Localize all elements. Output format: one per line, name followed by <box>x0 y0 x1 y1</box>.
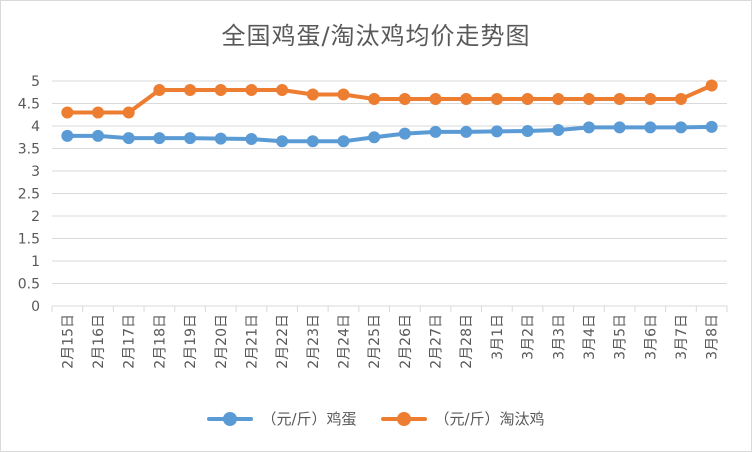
data-point <box>490 93 503 105</box>
data-point <box>337 135 350 148</box>
x-tick-label: 2月15日 <box>60 314 76 369</box>
legend-item-hen[interactable]: （元/斤）淘汰鸡 <box>380 408 545 429</box>
data-point <box>674 93 687 105</box>
data-point <box>61 129 74 142</box>
x-tick-label: 2月25日 <box>367 314 383 369</box>
data-point <box>398 127 411 140</box>
legend: （元/斤）鸡蛋 （元/斤）淘汰鸡 <box>0 408 752 429</box>
x-tick-label: 2月23日 <box>306 314 322 369</box>
data-point <box>337 88 350 101</box>
data-point <box>644 121 657 134</box>
data-point <box>306 135 319 148</box>
data-point <box>460 125 473 138</box>
y-tick-label: 1.5 <box>18 232 40 248</box>
y-tick-label: 1 <box>31 254 40 270</box>
y-tick-label: 4.5 <box>18 97 40 113</box>
data-point <box>61 106 74 119</box>
data-point <box>521 93 534 105</box>
chart-title: 全国鸡蛋/淘汰鸡均价走势图 <box>221 22 531 50</box>
data-point <box>705 79 718 92</box>
y-tick-label: 3 <box>31 164 40 180</box>
x-tick-label: 3月6日 <box>643 314 659 360</box>
x-tick-label: 2月27日 <box>429 314 445 369</box>
data-point <box>122 106 135 119</box>
data-point <box>276 84 289 96</box>
legend-item-egg[interactable]: （元/斤）鸡蛋 <box>207 408 357 429</box>
data-point <box>245 133 258 146</box>
legend-marker-hen <box>396 411 411 426</box>
x-tick-label: 3月7日 <box>674 314 690 360</box>
x-tick-label: 2月16日 <box>91 314 107 369</box>
data-point <box>460 93 473 105</box>
legend-label-hen: （元/斤）淘汰鸡 <box>434 410 545 428</box>
data-point <box>582 121 595 134</box>
data-point <box>153 132 166 145</box>
x-tick-label: 3月3日 <box>551 314 567 360</box>
legend-swatch-egg <box>207 411 254 426</box>
y-tick-label: 0 <box>31 299 40 315</box>
y-tick-label: 2.5 <box>18 187 40 203</box>
x-tick-label: 2月17日 <box>122 314 138 369</box>
data-point <box>552 124 565 137</box>
data-point <box>644 93 657 105</box>
data-point <box>122 132 135 145</box>
data-point <box>214 84 227 96</box>
y-tick-label: 2 <box>31 209 40 225</box>
data-point <box>429 93 442 105</box>
data-point <box>368 131 381 144</box>
x-tick-label: 2月21日 <box>244 314 260 369</box>
data-point <box>490 125 503 138</box>
data-point <box>184 84 197 96</box>
x-tick-label: 3月1日 <box>490 314 506 360</box>
data-point <box>398 93 411 105</box>
data-point <box>521 124 534 137</box>
y-tick-label: 0.5 <box>18 277 40 293</box>
legend-label-egg: （元/斤）鸡蛋 <box>261 410 357 428</box>
data-point <box>613 93 626 105</box>
data-point <box>184 132 197 145</box>
data-point <box>552 93 565 105</box>
x-tick-label: 2月22日 <box>275 314 291 369</box>
data-point <box>153 84 166 96</box>
series-line <box>65 83 714 115</box>
data-point <box>705 120 718 133</box>
x-tick-label: 3月4日 <box>582 314 598 360</box>
x-tick-label: 3月2日 <box>521 314 537 360</box>
series-line <box>65 124 714 144</box>
data-point <box>582 93 595 105</box>
series-0 <box>61 120 718 148</box>
x-tick-label: 3月5日 <box>613 314 629 360</box>
data-point <box>613 121 626 134</box>
data-point <box>92 106 105 119</box>
x-tick-label: 2月28日 <box>459 314 475 369</box>
data-point <box>306 88 319 101</box>
x-tick-label: 2月18日 <box>152 314 168 369</box>
data-point <box>429 125 442 138</box>
x-tick-label: 2月20日 <box>214 314 230 369</box>
legend-swatch-hen <box>380 411 427 426</box>
x-tick-label: 2月24日 <box>336 314 352 369</box>
y-tick-label: 5 <box>31 74 40 90</box>
series-1 <box>61 79 718 119</box>
x-tick-label: 3月8日 <box>705 314 721 360</box>
x-tick-label: 2月19日 <box>183 314 199 369</box>
y-tick-label: 4 <box>31 119 40 135</box>
data-point <box>214 132 227 145</box>
data-point <box>245 84 258 96</box>
data-point <box>276 135 289 148</box>
data-point <box>92 129 105 142</box>
y-tick-label: 3.5 <box>18 142 40 158</box>
x-tick-label: 2月26日 <box>398 314 414 369</box>
data-point <box>674 121 687 134</box>
legend-marker-egg <box>223 411 238 426</box>
data-point <box>368 93 381 105</box>
